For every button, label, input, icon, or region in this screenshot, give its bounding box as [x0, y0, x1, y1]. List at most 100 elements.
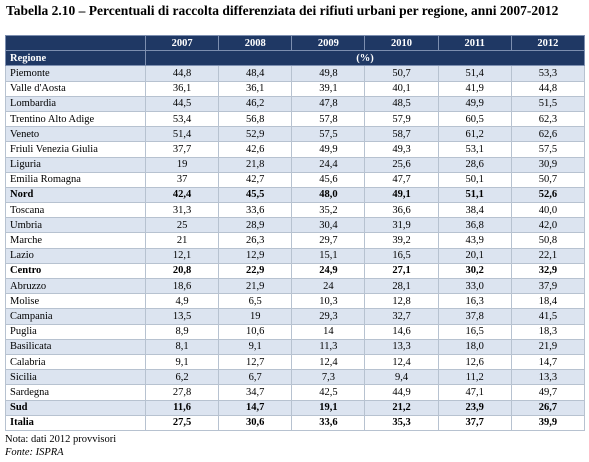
- value-cell: 37,7: [144, 141, 220, 158]
- table-row: Valle d'Aosta 36,1 36,1 39,1 40,1 41,9 44,8: [5, 80, 586, 97]
- value-cell: 12,6: [437, 353, 512, 371]
- value-cell: 41,5: [510, 308, 586, 325]
- value-cell: 53,4: [144, 110, 220, 128]
- table-row: Italia 27,5 30,6 33,6 35,3 37,7 39,9: [5, 414, 586, 431]
- value-cell: 25,6: [364, 156, 439, 173]
- value-cell: 34,7: [218, 384, 293, 401]
- value-cell: 42,5: [291, 384, 366, 401]
- value-cell: 8,1: [144, 338, 220, 355]
- value-cell: 12,7: [218, 353, 293, 371]
- region-cell: Puglia: [5, 323, 146, 340]
- year-header: 2010: [364, 34, 439, 52]
- region-cell: Calabria: [5, 353, 146, 371]
- value-cell: 39,2: [364, 232, 439, 249]
- value-cell: 43,9: [437, 232, 512, 249]
- value-cell: 50,7: [510, 171, 586, 188]
- table-row: Molise 4,9 6,5 10,3 12,8 16,3 18,4: [5, 293, 586, 310]
- value-cell: 30,6: [218, 414, 293, 431]
- value-cell: 19: [144, 156, 220, 173]
- region-header: Regione: [5, 50, 146, 67]
- value-cell: 12,4: [291, 353, 366, 371]
- region-cell: Emilia Romagna: [5, 171, 146, 188]
- value-cell: 13,5: [144, 308, 220, 325]
- year-header: 2011: [437, 34, 512, 52]
- value-cell: 48,4: [218, 65, 293, 82]
- value-cell: 9,4: [364, 369, 439, 386]
- year-header: 2009: [291, 34, 366, 52]
- value-cell: 31,9: [364, 217, 439, 234]
- value-cell: 10,6: [218, 323, 293, 340]
- table-row: Piemonte 44,8 48,4 49,8 50,7 51,4 53,3: [5, 65, 586, 82]
- table-row: Sicilia 6,2 6,7 7,3 9,4 11,2 13,3: [5, 369, 586, 386]
- value-cell: 33,0: [437, 277, 512, 295]
- value-cell: 16,5: [364, 247, 439, 264]
- value-cell: 24: [291, 277, 366, 295]
- value-cell: 38,4: [437, 202, 512, 219]
- value-cell: 21,9: [510, 338, 586, 355]
- value-cell: 40,1: [364, 80, 439, 97]
- value-cell: 23,9: [437, 399, 512, 416]
- value-cell: 8,9: [144, 323, 220, 340]
- value-cell: 30,9: [510, 156, 586, 173]
- value-cell: 6,7: [218, 369, 293, 386]
- value-cell: 18,4: [510, 293, 586, 310]
- value-cell: 24,4: [291, 156, 366, 173]
- value-cell: 52,9: [218, 126, 293, 143]
- value-cell: 14,7: [510, 353, 586, 371]
- unit-header: (%): [145, 50, 585, 67]
- value-cell: 16,5: [437, 323, 512, 340]
- value-cell: 48,5: [364, 95, 439, 112]
- table-row: Centro 20,8 22,9 24,9 27,1 30,2 32,9: [5, 262, 586, 280]
- value-cell: 11,6: [144, 399, 220, 416]
- region-cell: Sardegna: [5, 384, 146, 401]
- value-cell: 42,4: [144, 186, 220, 204]
- value-cell: 57,5: [510, 141, 586, 158]
- value-cell: 36,8: [437, 217, 512, 234]
- region-cell: Piemonte: [5, 65, 146, 82]
- value-cell: 36,1: [144, 80, 220, 97]
- table-row: Veneto 51,4 52,9 57,5 58,7 61,2 62,6: [5, 126, 586, 143]
- region-cell: Umbria: [5, 217, 146, 234]
- value-cell: 53,1: [437, 141, 512, 158]
- value-cell: 35,3: [364, 414, 439, 431]
- notes: Nota: dati 2012 provvisori Fonte: ISPRA: [5, 434, 116, 459]
- value-cell: 14,6: [364, 323, 439, 340]
- region-cell: Abruzzo: [5, 277, 146, 295]
- value-cell: 52,6: [510, 186, 586, 204]
- table-row: Friuli Venezia Giulia 37,7 42,6 49,9 49,3 53,…: [5, 141, 586, 158]
- region-cell: Italia: [5, 414, 146, 431]
- value-cell: 21,9: [218, 277, 293, 295]
- region-cell: Liguria: [5, 156, 146, 173]
- value-cell: 56,8: [218, 110, 293, 128]
- value-cell: 12,4: [364, 353, 439, 371]
- table-row: Trentino Alto Adige 53,4 56,8 57,8 57,9 60,5 6…: [5, 110, 586, 128]
- value-cell: 27,5: [144, 414, 220, 431]
- value-cell: 21,2: [364, 399, 439, 416]
- value-cell: 60,5: [437, 110, 512, 128]
- value-cell: 42,6: [218, 141, 293, 158]
- value-cell: 16,3: [437, 293, 512, 310]
- value-cell: 22,9: [218, 262, 293, 280]
- value-cell: 29,7: [291, 232, 366, 249]
- header-empty: [5, 34, 146, 52]
- value-cell: 13,3: [510, 369, 586, 386]
- value-cell: 27,8: [144, 384, 220, 401]
- value-cell: 19: [218, 308, 293, 325]
- value-cell: 37: [144, 171, 220, 188]
- value-cell: 12,9: [218, 247, 293, 264]
- header-row: 2007 2008 2009 2010 2011 2012: [5, 34, 586, 52]
- value-cell: 49,9: [291, 141, 366, 158]
- value-cell: 37,7: [437, 414, 512, 431]
- value-cell: 50,8: [510, 232, 586, 249]
- value-cell: 13,3: [364, 338, 439, 355]
- value-cell: 42,0: [510, 217, 586, 234]
- value-cell: 28,6: [437, 156, 512, 173]
- year-header: 2008: [218, 34, 293, 52]
- region-cell: Nord: [5, 186, 146, 204]
- value-cell: 29,3: [291, 308, 366, 325]
- value-cell: 35,2: [291, 202, 366, 219]
- header-row: Regione (%): [5, 50, 585, 67]
- region-cell: Toscana: [5, 202, 146, 219]
- year-header: 2007: [144, 34, 220, 52]
